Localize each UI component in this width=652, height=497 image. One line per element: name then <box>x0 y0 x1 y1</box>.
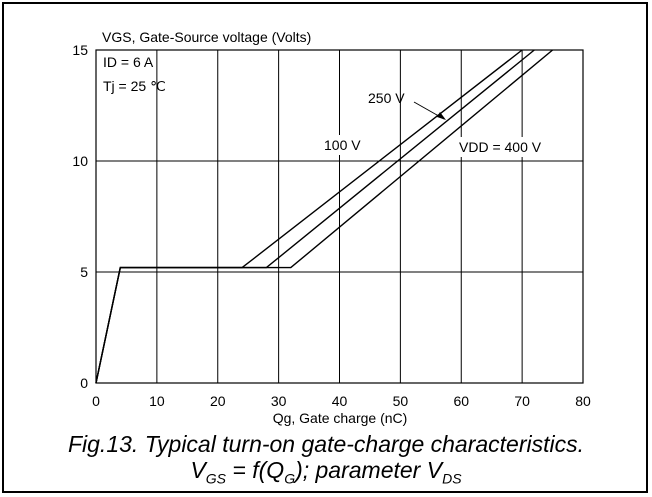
figure-frame <box>2 2 648 493</box>
series-line-1 <box>95 49 535 384</box>
y-tick-label: 15 <box>72 42 88 58</box>
x-tick-label: 70 <box>514 393 530 409</box>
plot-border <box>95 49 584 384</box>
y-tick-label: 0 <box>80 375 88 391</box>
gate-charge-chart: 0 10 20 30 40 50 60 70 80 0 5 10 15 VGS, Gate-Source… <box>72 29 591 426</box>
condition-id: ID = 6 A <box>103 54 154 70</box>
series-lines <box>95 49 554 384</box>
y-axis-title: VGS, Gate-Source voltage (Volts) <box>102 29 311 45</box>
figure-caption-line1: Fig.13. Typical turn-on gate-charge char… <box>67 431 585 457</box>
series-label-250v: 250 V <box>368 90 405 106</box>
x-tick-label: 10 <box>149 393 165 409</box>
x-tick-label: 40 <box>332 393 348 409</box>
series-labels: 100 V 250 V VDD = 400 V <box>320 90 567 157</box>
series-250v-pointer-arrowhead <box>437 112 446 120</box>
grid-lines <box>95 49 584 384</box>
x-tick-label: 30 <box>271 393 287 409</box>
x-tick-label: 80 <box>575 393 591 409</box>
series-line-0 <box>95 49 523 384</box>
figure-caption-line2: VGS = f(QG); parameter VDS <box>190 457 462 487</box>
y-tick-label: 10 <box>72 153 88 169</box>
x-tick-label: 60 <box>453 393 469 409</box>
series-line-2 <box>95 49 554 384</box>
series-label-100v: 100 V <box>324 137 361 153</box>
y-tick-label: 5 <box>80 264 88 280</box>
series-label-400v: VDD = 400 V <box>459 139 542 155</box>
x-tick-label: 0 <box>92 393 100 409</box>
x-axis-title: Qg, Gate charge (nC) <box>273 410 408 426</box>
tick-labels: 0 10 20 30 40 50 60 70 80 0 5 10 15 <box>72 42 591 409</box>
condition-tj: Tj = 25 ℃ <box>103 78 166 94</box>
x-tick-label: 20 <box>210 393 226 409</box>
x-tick-label: 50 <box>393 393 409 409</box>
